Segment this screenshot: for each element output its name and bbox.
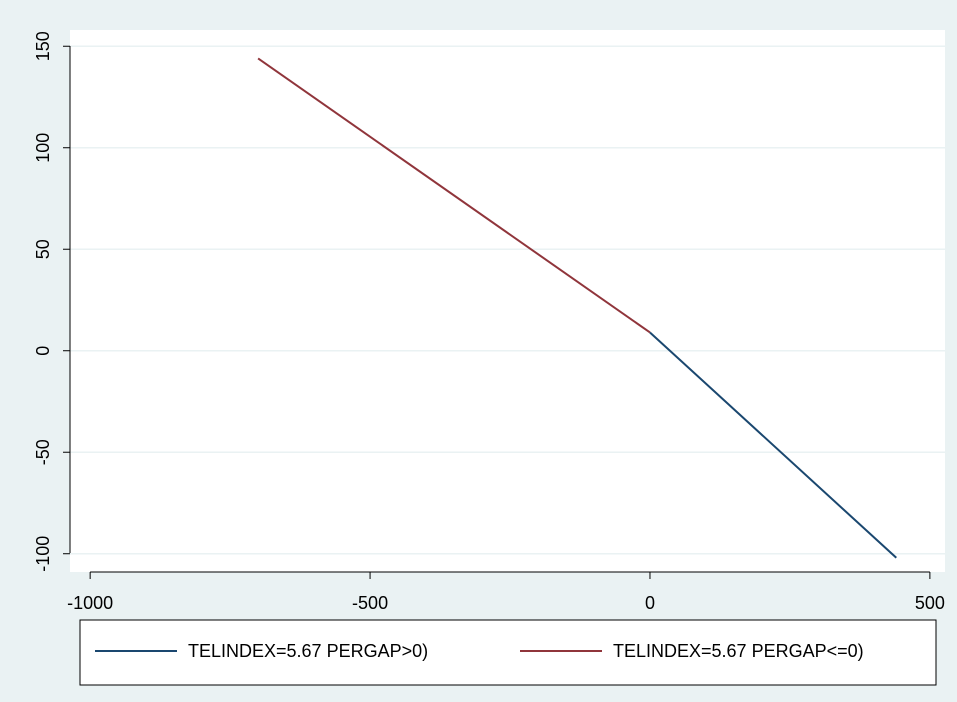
legend-label: TELINDEX=5.67 PERGAP>0) (188, 641, 428, 661)
y-tick-label: -100 (33, 536, 53, 572)
x-tick-label: -500 (352, 593, 388, 613)
y-tick-label: 150 (33, 31, 53, 61)
y-tick-label: 100 (33, 133, 53, 163)
legend-label: TELINDEX=5.67 PERGAP<=0) (613, 641, 864, 661)
y-tick-label: -50 (33, 439, 53, 465)
line (257, 57, 651, 334)
y-tick-label: 50 (33, 239, 53, 259)
x-tick-label: 0 (645, 593, 655, 613)
x-tick-label: 500 (915, 593, 945, 613)
line (649, 331, 897, 559)
x-tick-label: -1000 (67, 593, 113, 613)
legend-box (79, 619, 937, 686)
y-tick-label: 0 (33, 346, 53, 356)
plot-area (70, 30, 945, 572)
